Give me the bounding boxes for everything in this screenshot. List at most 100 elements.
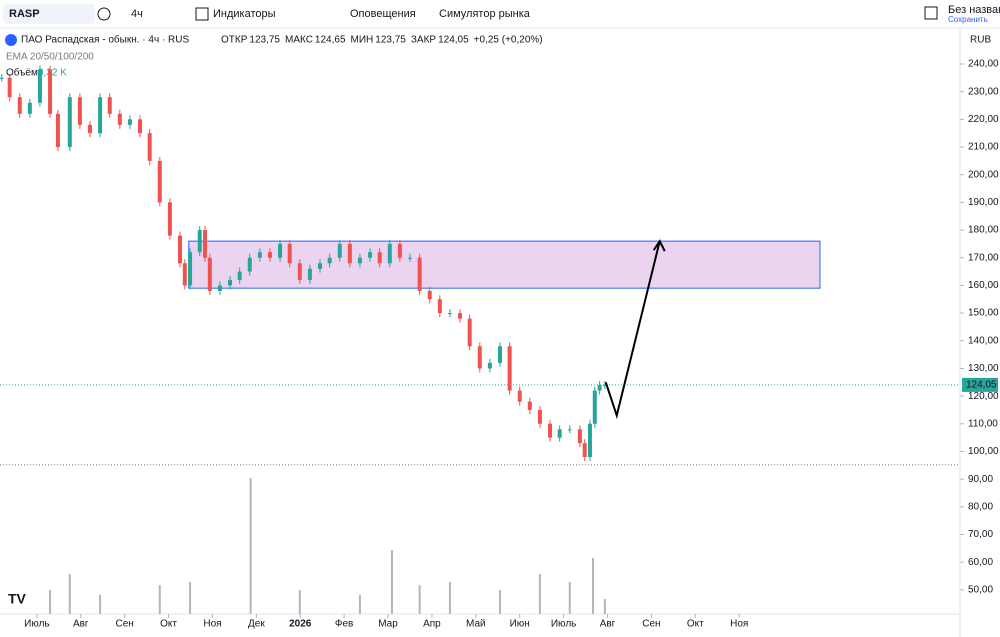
series-title: ПАО Распадская - обыкн. · 4ч · RUS [21, 34, 190, 46]
volume-bar [249, 478, 252, 614]
volume-bar [49, 590, 52, 614]
x-tick-label: Сен [642, 619, 660, 630]
ohlc-close: 124,05 [438, 35, 469, 46]
ohlc-low-label: МИН [351, 35, 374, 46]
ohlc-change: +0,25 (+0,20%) [474, 35, 543, 46]
x-tick-label: 2026 [289, 619, 312, 630]
candle [477, 346, 482, 369]
symbol[interactable]: RASP [9, 8, 40, 20]
candle [48, 69, 53, 114]
layout-icon [924, 6, 938, 20]
candle [577, 429, 582, 444]
logo: TV [8, 591, 27, 607]
candle [307, 268, 312, 280]
volume-bar [498, 590, 501, 614]
candle [397, 243, 402, 258]
candle [602, 384, 607, 386]
candle [318, 263, 322, 269]
ohlc-high-label: МАКС [285, 35, 313, 46]
alerts[interactable]: Оповещения [350, 8, 416, 20]
arrow-head [652, 239, 666, 252]
x-tick-label: Июль [551, 619, 577, 630]
symbol-box[interactable] [3, 4, 95, 24]
candle [548, 423, 553, 438]
volume-bar [68, 574, 71, 614]
y-tick-label: 220,00 [968, 114, 999, 125]
y-tick-label: 70,00 [968, 529, 993, 540]
x-tick-label: Окт [160, 619, 177, 630]
candle [592, 390, 597, 424]
candle [557, 429, 562, 438]
candle [55, 113, 60, 148]
y-tick-label: 180,00 [968, 225, 999, 236]
candle [387, 243, 392, 264]
candle [197, 230, 202, 253]
candle [278, 243, 283, 258]
candle [458, 313, 463, 319]
y-tick-label: 120,00 [968, 391, 999, 402]
volume-bar [298, 590, 301, 614]
x-tick-label: Апр [423, 619, 441, 630]
x-tick-label: Ноя [730, 619, 748, 630]
currency[interactable]: RUB [970, 35, 991, 46]
candle [182, 263, 187, 286]
candle [247, 257, 252, 272]
volume-label[interactable]: Объём [6, 67, 38, 79]
x-tick-label: Окт [687, 619, 704, 630]
layout-name[interactable]: Без названия [948, 4, 1000, 16]
candle [497, 346, 502, 363]
volume-bar [158, 585, 161, 614]
y-tick-label: 210,00 [968, 142, 999, 153]
y-tick-label: 150,00 [968, 308, 999, 319]
candle [0, 77, 4, 79]
y-tick-label: 80,00 [968, 501, 993, 512]
candle [167, 202, 172, 236]
volume-bar [189, 582, 192, 614]
arrow [604, 240, 661, 420]
volume-bar [390, 550, 393, 614]
candle [582, 443, 587, 458]
candle [98, 97, 103, 134]
candle [447, 313, 452, 315]
candle [407, 257, 412, 259]
ohlc-open: 123,75 [249, 35, 280, 46]
candle [597, 385, 602, 391]
y-tick-label: 200,00 [968, 169, 999, 180]
candle [337, 243, 342, 258]
indicator[interactable]: EMA 20/50/100/200 [6, 52, 94, 63]
volume-bar [448, 582, 451, 614]
candle [157, 160, 162, 203]
add-symbol[interactable] [97, 7, 111, 21]
x-tick-label: Мар [378, 619, 398, 630]
simulator[interactable]: Симулятор рынка [439, 8, 531, 20]
candle [77, 97, 82, 125]
candle [188, 252, 193, 286]
save[interactable]: Сохранить [948, 15, 988, 24]
x-tick-label: Сен [116, 619, 134, 630]
candle [297, 263, 302, 280]
y-tick-label: 130,00 [968, 363, 999, 374]
y-tick-label: 60,00 [968, 557, 993, 568]
volume-bar [568, 582, 571, 614]
last-price-label: 124,05 [966, 380, 997, 391]
interval[interactable]: 4ч [131, 8, 143, 20]
y-tick-label: 230,00 [968, 86, 999, 97]
candle [107, 97, 112, 114]
candle [487, 362, 492, 369]
x-tick-label: Июль [24, 619, 50, 630]
candle [377, 252, 382, 264]
candle [37, 69, 42, 103]
candle [127, 119, 132, 125]
y-tick-label: 160,00 [968, 280, 999, 291]
candle [537, 409, 542, 424]
x-tick-label: Июн [510, 619, 530, 630]
candle [587, 423, 592, 458]
candle [67, 97, 72, 148]
candle [228, 279, 233, 286]
indicators[interactable]: Индикаторы [213, 8, 276, 20]
symbol-logo [5, 34, 17, 46]
candle [7, 77, 12, 98]
y-tick-label: 90,00 [968, 474, 993, 485]
y-tick-label: 140,00 [968, 335, 999, 346]
candle [217, 285, 222, 291]
